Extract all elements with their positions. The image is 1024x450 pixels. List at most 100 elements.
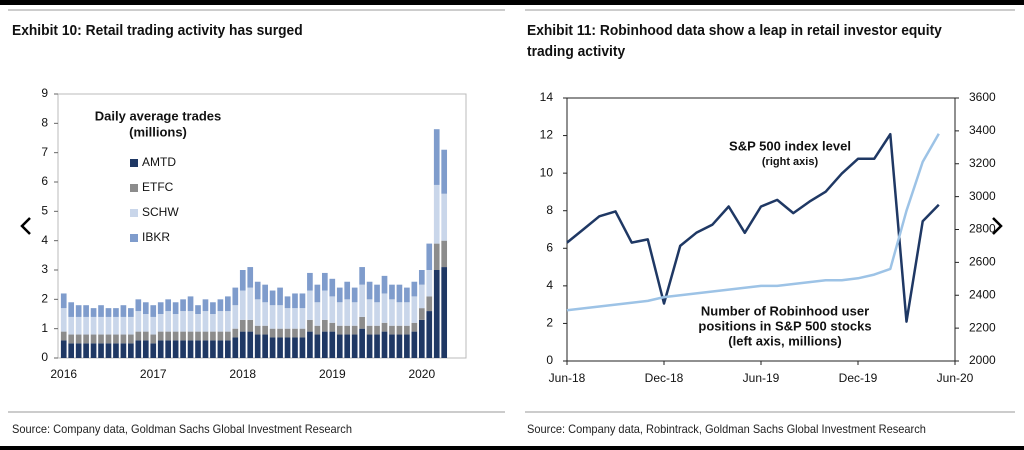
bar-segment [105,334,112,344]
bar-segment [307,319,313,332]
legend-swatch [130,159,138,167]
y-tick-label: 1 [41,321,48,335]
bar-segment [426,270,433,297]
bar-segment [90,343,97,358]
line-series [566,133,940,312]
bar-segment [336,287,343,303]
series-annotation: Number of Robinhood user [701,303,869,318]
bar-segment [351,325,358,335]
bar-segment [262,334,268,358]
bar-segment [68,316,75,335]
y-tick-label: 0 [546,353,553,367]
bar-segment [75,343,82,358]
y2-tick-label: 3000 [969,189,996,203]
bar-segment [299,308,306,329]
y-tick-label: 7 [41,145,48,159]
x-tick-label: 2020 [408,367,435,381]
bar-segment [113,334,119,344]
bar-segment [195,314,201,332]
bar-segment [366,325,373,335]
bar-segment [165,331,172,341]
bar-segment [75,334,82,344]
bar-segment [374,302,380,326]
next-arrow[interactable] [992,217,1003,235]
bar-segment [374,284,380,303]
bar-segment [277,337,283,358]
bar-segment [389,334,395,358]
bar-segment [202,299,209,312]
bar-segment [68,302,75,317]
bar-segment [150,316,157,335]
bar-segment [105,316,112,335]
bar-segment [366,334,373,358]
bar-segment [441,240,448,268]
plot-frame [57,93,467,359]
bar-segment [135,340,142,358]
bar-segment [389,284,395,300]
bar-segment [381,322,388,332]
bar-segment [157,340,164,358]
bar-segment [351,334,358,358]
bar-segment [329,322,336,332]
x-tick-label: 2019 [319,367,346,381]
y-tick-label: 2 [546,316,553,330]
bar-segment [172,314,179,332]
bar-segment [404,334,410,358]
bar-segment [284,308,291,329]
bar-segment [344,281,351,300]
bar-segment [299,337,306,358]
bar-segment [426,243,433,270]
y2-tick-label: 3200 [969,156,996,170]
y-tick-label: 4 [41,233,48,247]
y2-tick-label: 3400 [969,123,996,137]
bar-segment [187,340,194,358]
series-annotation: (left axis, millions) [728,333,841,348]
bar-segment [321,319,328,332]
bar-segment [225,340,231,358]
bar-segment [336,325,343,335]
x-tick-label: Dec-18 [645,371,684,385]
bar-segment [441,193,448,241]
bar-segment [262,302,268,326]
bar-segment [150,343,157,358]
bar-segment [225,296,231,312]
bar-segment [404,302,410,326]
bar-segment [60,308,67,332]
bar-segment [426,296,433,312]
x-tick-label: Jun-20 [937,371,974,385]
bar-segment [269,337,276,358]
bar-segment [418,319,425,358]
bar-segment [142,340,149,358]
x-tick-label: 2016 [50,367,77,381]
y2-tick-label: 2200 [969,320,996,334]
bar-segment [396,325,403,335]
bar-segment [359,328,365,358]
bar-segment [232,337,239,358]
bar-segment [381,293,388,323]
bar-segment [202,311,209,332]
bar-segment [98,343,104,358]
legend-label: SCHW [142,205,179,219]
bar-segment [374,325,380,335]
bar-segment [225,331,231,341]
bar-segment [90,308,97,317]
bar-segment [269,305,276,329]
series-annotation: positions in S&P 500 stocks [698,318,871,333]
prev-arrow[interactable] [20,217,31,235]
bar-segment [105,308,112,317]
bar-segment [254,281,261,300]
y-tick-label: 8 [546,203,553,217]
bar-segment [307,290,313,320]
bar-segment [75,305,82,317]
legend-title: Daily average trades [95,108,221,123]
bar-segment [277,305,283,329]
bar-segment [217,340,224,358]
bar-segment [210,302,216,314]
bar-segment [262,284,268,303]
source-note: Source: Company data, Goldman Sachs Glob… [12,422,352,436]
bar-segment [433,129,440,185]
bar-segment [433,270,440,358]
bar-segment [292,328,298,338]
bar-segment [344,325,351,335]
